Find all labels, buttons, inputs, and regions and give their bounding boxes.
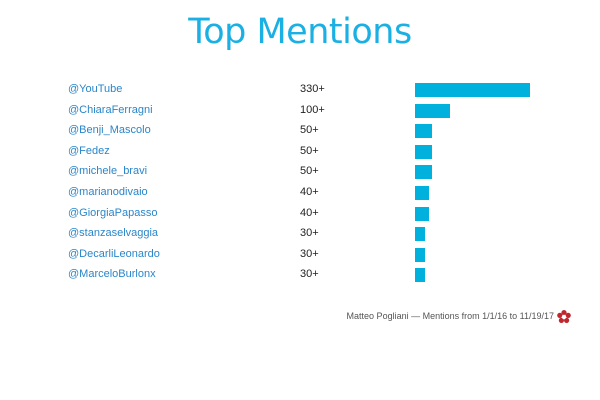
chart-row: @GiorgiaPapasso 40+ [0, 205, 600, 225]
bar [415, 144, 433, 159]
category-label[interactable]: @Fedez [68, 144, 110, 157]
chart-title: Top Mentions [188, 12, 412, 52]
value-label: 30+ [300, 247, 319, 260]
value-label: 30+ [300, 268, 319, 281]
chart-row: @DecarliLeonardo 30+ [0, 246, 600, 266]
category-label[interactable]: @ChiaraFerragni [68, 103, 153, 116]
chart-row: @YouTube 330+ [0, 81, 600, 101]
bar [415, 247, 426, 262]
category-label[interactable]: @GiorgiaPapasso [68, 206, 158, 219]
bar [415, 206, 429, 221]
chart-row: @MarceloBurlonx 30+ [0, 266, 600, 286]
chart-row: @Fedez 50+ [0, 143, 600, 163]
chart-row: @ChiaraFerragni 100+ [0, 102, 600, 122]
category-label[interactable]: @YouTube [68, 83, 123, 95]
value-label: 100+ [300, 103, 325, 116]
category-label[interactable]: @marianodivaio [68, 186, 148, 198]
bar [415, 186, 429, 200]
flower-logo-icon [557, 310, 571, 323]
chart-row: @stanzaselvaggia 30+ [0, 225, 600, 245]
bar [415, 165, 433, 180]
category-label[interactable]: @MarceloBurlonx [68, 268, 156, 281]
chart-row: @Benji_Mascolo 50+ [0, 122, 600, 142]
chart-row: @michele_bravi 50+ [0, 163, 600, 183]
category-label[interactable]: @DecarliLeonardo [68, 247, 160, 260]
value-label: 30+ [300, 227, 319, 240]
value-label: 50+ [300, 124, 319, 137]
value-label: 330+ [300, 83, 325, 95]
bar [415, 83, 530, 97]
value-label: 40+ [300, 206, 319, 219]
value-label: 50+ [300, 165, 319, 178]
bar [415, 103, 450, 118]
category-label[interactable]: @Benji_Mascolo [68, 124, 151, 137]
bar [415, 124, 433, 139]
category-label[interactable]: @michele_bravi [68, 165, 148, 178]
bar [415, 227, 426, 242]
chart-row: @marianodivaio 40+ [0, 184, 600, 204]
category-label[interactable]: @stanzaselvaggia [68, 227, 159, 240]
value-label: 40+ [300, 186, 319, 198]
bar [415, 268, 426, 283]
value-label: 50+ [300, 144, 319, 157]
chart-footer-credit: Matteo Pogliani — Mentions from 1/1/16 t… [346, 311, 554, 321]
